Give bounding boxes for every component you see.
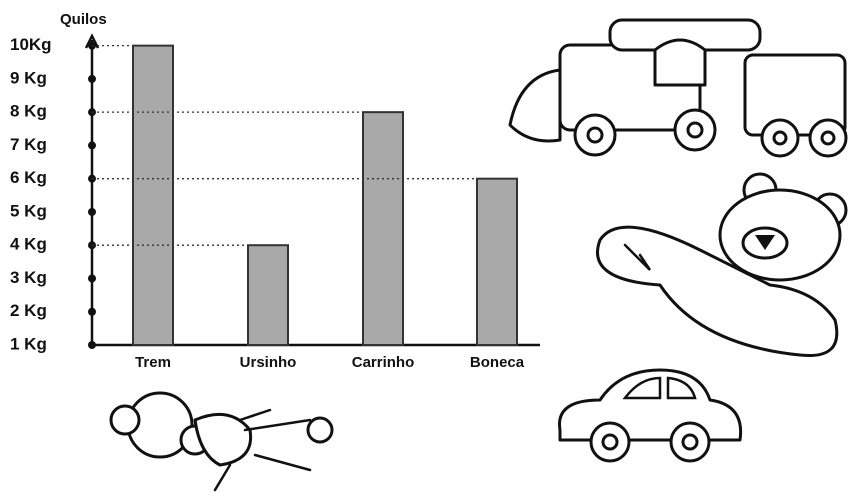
y-tick-label: 7 Kg <box>10 135 47 154</box>
bar <box>363 112 403 345</box>
x-tick-label: Trem <box>135 354 171 371</box>
y-tick-label: 4 Kg <box>10 235 47 254</box>
y-axis-title: Quilos <box>60 11 107 28</box>
x-tick-label: Boneca <box>470 354 525 371</box>
x-tick-label: Carrinho <box>352 354 415 371</box>
tick-mark <box>88 341 96 349</box>
tick-mark <box>88 141 96 149</box>
y-tick-label: 2 Kg <box>10 301 47 320</box>
tick-mark <box>88 274 96 282</box>
y-tick-label: 9 Kg <box>10 68 47 87</box>
chart: Quilos 1 Kg 2 Kg 3 Kg 4 Kg 5 Kg 6 Kg 7 Kg 8 Kg 9… <box>0 0 859 499</box>
bar <box>133 46 173 345</box>
car-drawing <box>560 370 741 461</box>
bar <box>248 245 288 345</box>
tick-mark <box>88 208 96 216</box>
train-drawing <box>510 20 846 156</box>
tick-mark <box>88 75 96 83</box>
y-tick-label: 8 Kg <box>10 102 47 121</box>
y-tick-label: 10Kg <box>10 35 52 54</box>
x-tick-label: Ursinho <box>240 354 297 371</box>
bar <box>477 179 517 345</box>
tick-mark <box>88 308 96 316</box>
bear-drawing <box>598 174 847 356</box>
y-tick-label: 1 Kg <box>10 334 47 353</box>
y-tick-label: 6 Kg <box>10 168 47 187</box>
doll-drawing <box>111 393 332 490</box>
y-tick-label: 5 Kg <box>10 201 47 220</box>
y-tick-label: 3 Kg <box>10 268 47 287</box>
